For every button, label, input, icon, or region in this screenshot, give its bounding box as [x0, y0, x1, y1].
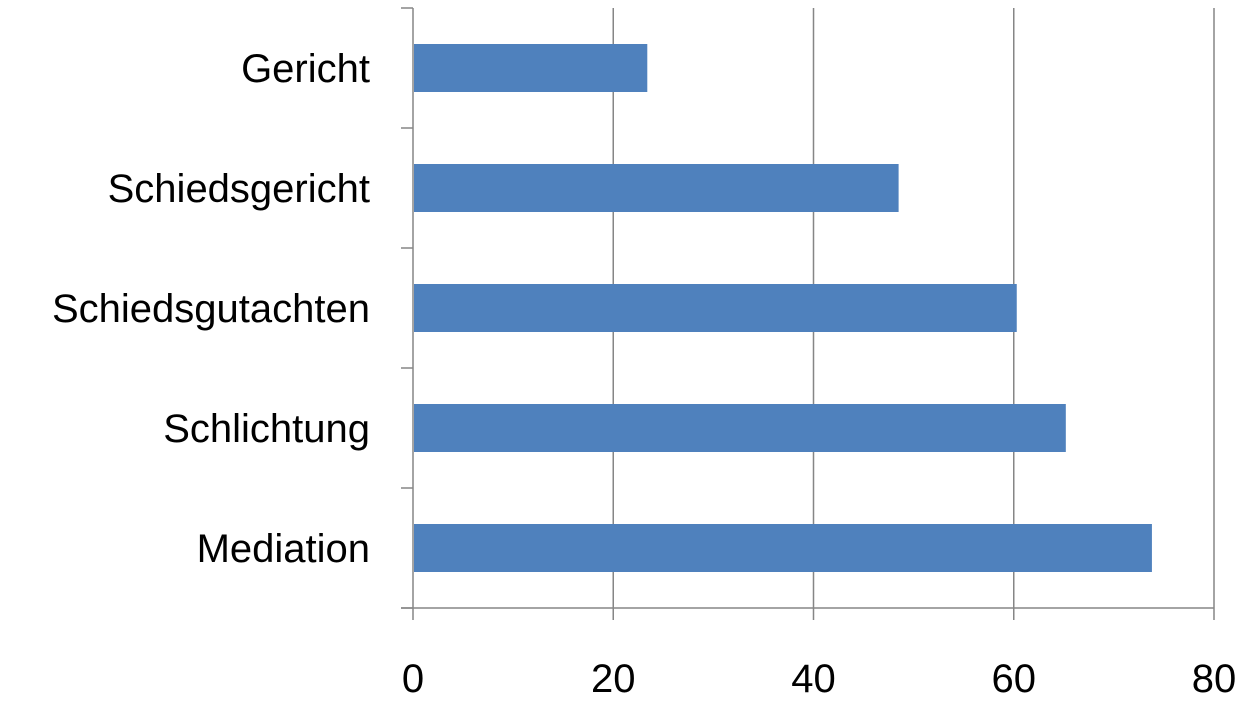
bar-schiedsgericht [414, 164, 899, 212]
x-tick-label-40: 40 [791, 657, 836, 701]
bar-schlichtung [414, 404, 1066, 452]
bar-schiedsgutachten [414, 284, 1017, 332]
category-label-schlichtung: Schlichtung [163, 407, 370, 451]
category-label-schiedsgericht: Schiedsgericht [108, 167, 370, 211]
x-tick-label-80: 80 [1192, 657, 1237, 701]
category-label-mediation: Mediation [197, 527, 370, 571]
bar-mediation [414, 524, 1152, 572]
x-tick-label-20: 20 [591, 657, 636, 701]
x-tick-label-0: 0 [402, 657, 424, 701]
labels: 0 20 40 60 80 Gericht Schiedsgericht Schiedsgut… [52, 47, 1236, 701]
bars [414, 44, 1152, 572]
category-label-schiedsgutachten: Schiedsgutachten [52, 287, 370, 331]
bar-gericht [414, 44, 648, 92]
x-tick-label-60: 60 [992, 657, 1037, 701]
axes [401, 7, 1214, 620]
category-label-gericht: Gericht [241, 47, 370, 91]
